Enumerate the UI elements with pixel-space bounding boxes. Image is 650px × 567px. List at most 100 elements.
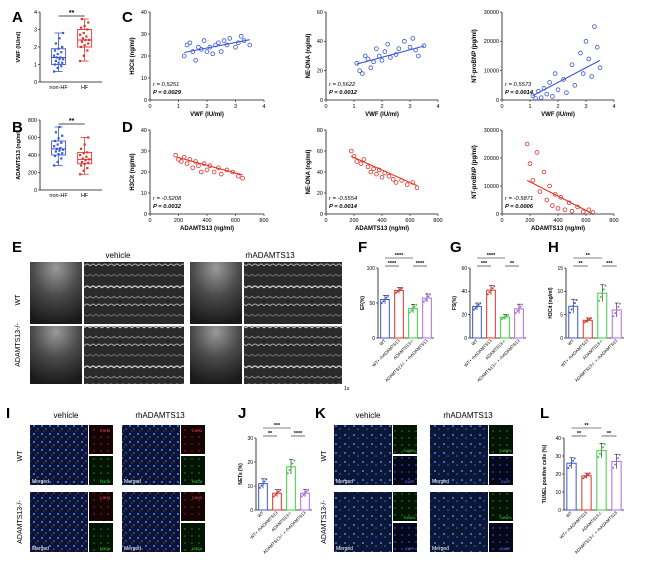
data-point bbox=[87, 136, 90, 139]
data-point bbox=[55, 56, 58, 59]
data-point bbox=[221, 38, 227, 43]
panel-label-H: H bbox=[548, 239, 559, 256]
box-plot-adamts13: 0 200 400 600 800 ADAMTS13 (ng/ml) non-HF HF ** bbox=[16, 118, 102, 199]
data-point bbox=[288, 469, 291, 472]
data-point bbox=[82, 152, 85, 155]
data-point bbox=[56, 160, 59, 164]
hist-k-merged-label: Merged bbox=[432, 546, 449, 552]
data-point bbox=[358, 161, 364, 166]
significance-label: **** bbox=[416, 261, 425, 267]
data-point bbox=[83, 44, 86, 47]
data-point bbox=[348, 148, 354, 154]
scatter-nedna-vs-vwf: 0 20 40 60 NE-DNA (ng/ml) 0 1 2 3 4 VWF (IU/ml) r =… bbox=[306, 10, 440, 118]
x-axis-label: VWF (IU/ml) bbox=[190, 112, 224, 118]
y-tick-label: 0 bbox=[34, 188, 37, 194]
bar bbox=[486, 289, 496, 339]
data-point bbox=[587, 473, 590, 476]
data-point bbox=[80, 17, 84, 21]
x-tick-label: 4 bbox=[262, 104, 265, 110]
y-axis-label: VWF (IU/ml) bbox=[16, 31, 22, 62]
x-tick-label: 0 bbox=[148, 218, 151, 224]
echo-panel: vehicle rhADAMTS13 WT ADAMTS13-/- 1s bbox=[15, 251, 350, 392]
panel-label-G: G bbox=[450, 239, 462, 256]
data-point bbox=[53, 139, 57, 143]
data-point bbox=[385, 41, 390, 47]
data-point bbox=[187, 157, 193, 162]
y-axis-label: ADAMTS13 (ng/ml) bbox=[16, 130, 22, 180]
y-axis-label: TUNEL positive cells (%) bbox=[542, 444, 548, 503]
y-tick-label: 100 bbox=[367, 266, 376, 272]
y-tick-label: 30000 bbox=[484, 10, 499, 16]
data-point bbox=[573, 457, 576, 460]
data-point bbox=[190, 165, 196, 171]
data-point bbox=[54, 42, 57, 45]
data-point bbox=[582, 477, 585, 480]
bar bbox=[596, 450, 607, 511]
data-point bbox=[59, 146, 62, 150]
data-point bbox=[552, 192, 558, 197]
data-point bbox=[258, 486, 261, 489]
data-point bbox=[382, 49, 388, 54]
hist-k-ko-rh-merged bbox=[430, 492, 488, 552]
data-point bbox=[550, 94, 555, 99]
data-point bbox=[87, 21, 90, 24]
y-tick-label: 0 bbox=[144, 212, 147, 218]
panel-label-K: K bbox=[315, 405, 326, 422]
regression-line bbox=[175, 156, 243, 176]
x-tick-label: 2 bbox=[556, 104, 559, 110]
hist-i-merged-label: Merged bbox=[124, 546, 141, 552]
histology-panel-k: vehicle rhADAMTS13 WT ADAMTS13-/- Merged… bbox=[321, 411, 513, 552]
bar bbox=[422, 297, 432, 339]
data-point bbox=[83, 143, 86, 146]
x-tick-label: non-HF bbox=[49, 193, 68, 199]
y-tick-label: 30 bbox=[555, 454, 561, 460]
hist-i-ko-vehicle-green bbox=[89, 523, 113, 552]
echo-image-wt-rh-mmode bbox=[244, 262, 342, 324]
hist-k-row-wt: WT bbox=[321, 450, 328, 462]
data-point bbox=[307, 488, 310, 491]
hist-k-merged-label: Merged bbox=[336, 479, 353, 485]
hist-k-merged-label: Merged bbox=[432, 479, 449, 485]
data-point bbox=[293, 459, 296, 462]
panel-label-I: I bbox=[6, 405, 10, 422]
data-point bbox=[184, 161, 190, 166]
stat-p: P = 0.0014 bbox=[505, 90, 534, 96]
x-tick-label: 4 bbox=[436, 104, 439, 110]
x-tick-label: WT bbox=[256, 510, 265, 519]
data-point bbox=[518, 307, 520, 310]
significance-label: ** bbox=[577, 431, 582, 437]
data-point bbox=[479, 302, 482, 305]
data-point bbox=[300, 495, 303, 498]
data-point bbox=[87, 42, 90, 45]
y-tick-label: 30 bbox=[141, 149, 147, 155]
data-point bbox=[538, 95, 544, 100]
data-point bbox=[54, 131, 57, 134]
data-point bbox=[179, 159, 184, 164]
data-point bbox=[86, 28, 89, 31]
data-point bbox=[362, 53, 368, 59]
x-tick-label: 0 bbox=[324, 218, 327, 224]
bar bbox=[472, 306, 482, 339]
data-point bbox=[521, 303, 524, 306]
data-point bbox=[374, 171, 379, 177]
data-point bbox=[53, 154, 57, 157]
data-point bbox=[79, 26, 83, 29]
hist-k-wt-vehicle-tunel bbox=[393, 425, 417, 454]
data-point bbox=[83, 24, 86, 28]
significance-label: **** bbox=[294, 431, 303, 437]
significance-label: **** bbox=[487, 253, 496, 259]
y-tick-label: 600 bbox=[28, 135, 37, 141]
x-tick-label: 800 bbox=[259, 218, 268, 224]
y-tick-label: 4 bbox=[34, 10, 37, 16]
hist-k-wt-vehicle-dapi bbox=[393, 456, 417, 485]
data-point bbox=[589, 317, 592, 320]
stat-r: r = -0.5554 bbox=[329, 196, 357, 202]
data-point bbox=[53, 54, 56, 57]
data-point bbox=[505, 314, 508, 317]
echo-image-wt-vehicle-bmode bbox=[30, 262, 82, 324]
x-tick-label: 3 bbox=[234, 104, 237, 110]
panel-label-B: B bbox=[12, 119, 23, 136]
data-point bbox=[86, 151, 89, 154]
